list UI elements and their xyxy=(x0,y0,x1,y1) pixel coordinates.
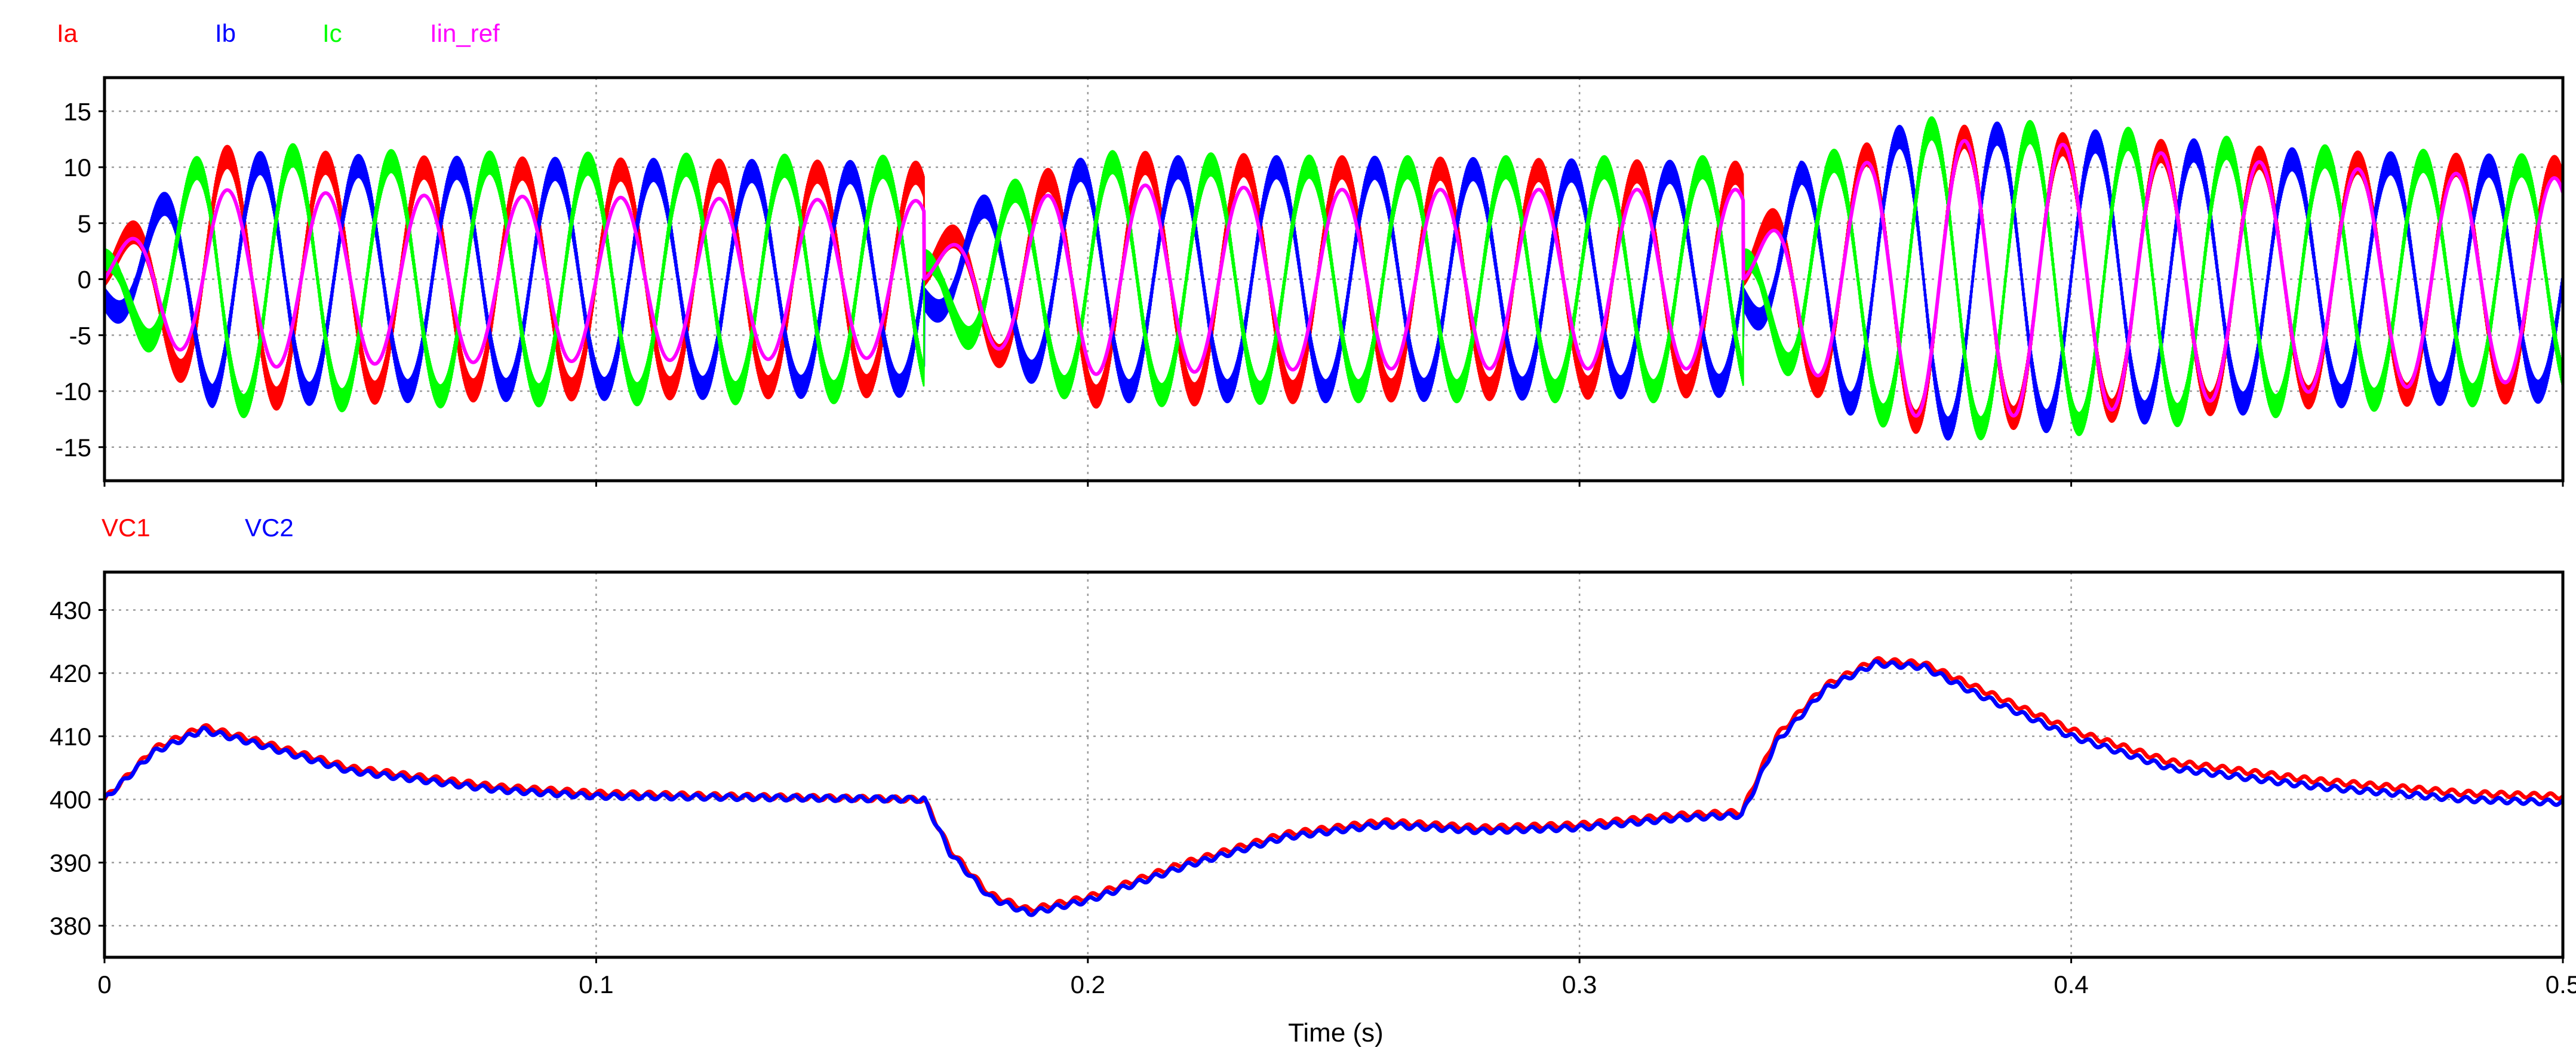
y-tick-label: 0 xyxy=(78,266,91,294)
plot-area xyxy=(104,116,2563,441)
y-tick-label: 380 xyxy=(50,912,91,940)
x-tick-label: 0.3 xyxy=(1562,970,1597,998)
legend-label-vc1: VC1 xyxy=(102,514,150,542)
y-tick-label: 400 xyxy=(50,786,91,814)
current-plot: 15 10 5 0 -5 -10 -15 Ia Ib Ic Iin_ref xyxy=(55,19,2565,487)
y-tick-label: 390 xyxy=(50,849,91,877)
series-line-vc2 xyxy=(104,659,2563,917)
legend-label-vc2: VC2 xyxy=(245,514,294,542)
plot-frame xyxy=(103,570,2565,959)
legend-label-ic: Ic xyxy=(322,19,342,47)
x-tick-label: 0 xyxy=(97,970,111,998)
y-tick-label: 15 xyxy=(63,97,91,125)
x-tick-label: 0.2 xyxy=(1071,970,1105,998)
legend-label-ia: Ia xyxy=(57,19,78,47)
series-line-ib xyxy=(104,121,2563,441)
x-tick-label: 0.5 xyxy=(2546,970,2576,998)
x-tick-label: 0.4 xyxy=(2054,970,2088,998)
x-axis-title: Time (s) xyxy=(1288,1018,1384,1047)
series-line-ic xyxy=(104,116,2563,441)
y-tick-label: -15 xyxy=(55,434,91,462)
series-line-ia xyxy=(104,124,2563,434)
y-tick-label: -5 xyxy=(69,321,91,349)
legend-label-ib: Ib xyxy=(215,19,236,47)
y-tick-label: 420 xyxy=(50,659,91,687)
y-tick-label: 5 xyxy=(78,210,91,238)
y-tick-label: 410 xyxy=(50,723,91,751)
plot-area xyxy=(104,656,2563,917)
x-tick-label: 0.1 xyxy=(579,970,613,998)
y-tick-label: 10 xyxy=(63,153,91,182)
y-tick-label: 430 xyxy=(50,596,91,624)
y-tick-label: -10 xyxy=(55,377,91,405)
series-line-iin_ref xyxy=(104,139,2563,418)
voltage-plot: 430 420 410 400 390 380 0 0.1 0.2 0.3 0.4 0.5 VC1 VC2 xyxy=(50,514,2576,998)
legend-label-iin_ref: Iin_ref xyxy=(430,19,500,47)
